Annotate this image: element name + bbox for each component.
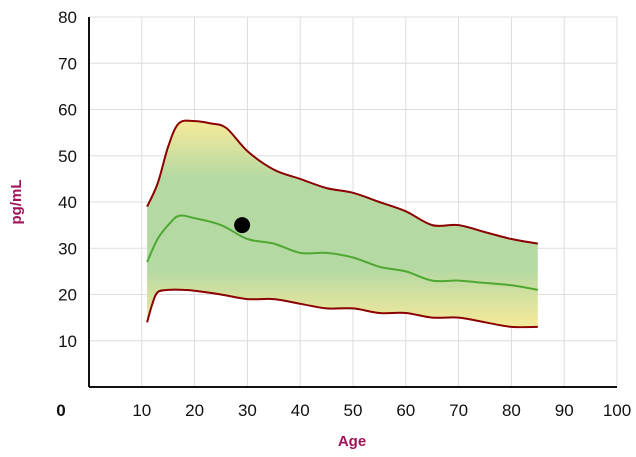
y-tick-label: 20 [58,286,77,305]
x-tick-label: 40 [291,401,310,420]
y-tick-label: 40 [58,193,77,212]
percentile-band-area [147,120,538,328]
axes [88,17,617,388]
y-tick-labels: 10 20 30 40 50 60 70 80 [58,8,77,351]
y-tick-label: 30 [58,239,77,258]
y-tick-label: 80 [58,8,77,27]
x-tick-label: 70 [449,401,468,420]
x-tick-label: 0 [56,401,65,420]
x-tick-label: 60 [396,401,415,420]
x-tick-label: 50 [344,401,363,420]
x-tick-label: 30 [238,401,257,420]
x-tick-labels: 0 10 20 30 40 50 60 70 80 90 100 [56,401,631,420]
x-axis-title: Age [338,433,366,450]
x-tick-label: 20 [185,401,204,420]
x-tick-label: 80 [502,401,521,420]
upper-bound-line [146,119,538,245]
median-line [146,214,538,291]
y-tick-label: 10 [58,332,77,351]
x-tick-label: 10 [132,401,151,420]
y-tick-label: 70 [58,54,77,73]
y-axis-title: pg/mL [8,180,25,225]
y-tick-label: 60 [58,101,77,120]
lower-bound-line [146,288,538,329]
x-tick-label: 100 [603,401,631,420]
patient-value-marker [234,217,251,234]
y-tick-label: 50 [58,147,77,166]
x-tick-label: 90 [555,401,574,420]
